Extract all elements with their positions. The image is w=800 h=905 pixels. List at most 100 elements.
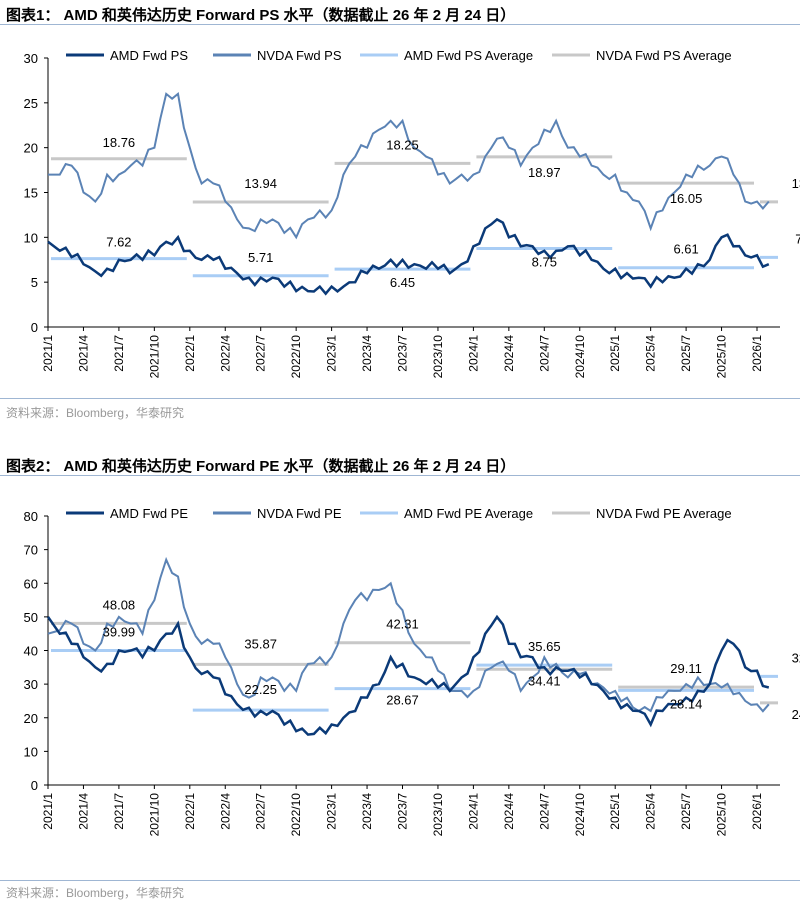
x-tick-label: 2025/1 [608, 793, 622, 830]
x-tick-label: 2026/1 [750, 793, 764, 830]
x-tick-label: 2021/10 [147, 793, 161, 837]
legend-label: AMD Fwd PE Average [404, 506, 533, 521]
x-tick-label: 2023/4 [360, 793, 374, 830]
y-tick-label: 50 [24, 610, 38, 625]
series-line-amd [47, 217, 770, 296]
series-line-amd [46, 614, 770, 736]
average-label: 42.31 [386, 617, 419, 632]
x-tick-label: 2021/4 [76, 793, 90, 830]
x-tick-label: 2021/1 [41, 793, 55, 830]
average-label: 28.14 [670, 696, 703, 711]
y-tick-label: 5 [31, 275, 38, 290]
figure1-title: 图表1： AMD 和英伟达历史 Forward PS 水平（数据截止 26 年 … [6, 7, 516, 24]
y-tick-label: 0 [31, 778, 38, 793]
ps-chart: 0 5 10 15 20 25 30 2021/1 2021/4 2021/7 2021/10 202… [24, 48, 800, 379]
x-tick-label: 2023/7 [396, 793, 410, 830]
y-tick-label: 10 [24, 744, 38, 759]
legend-label: NVDA Fwd PS [257, 48, 342, 63]
x-tick-label: 2026/1 [750, 335, 764, 372]
y-tick-label: 10 [24, 230, 38, 245]
x-tick-label: 2024/1 [466, 793, 480, 830]
average-label: 5.71 [248, 250, 273, 265]
x-tick-label: 2024/10 [573, 793, 587, 837]
x-tick-label: 2024/7 [537, 793, 551, 830]
y-tick-label: 60 [24, 576, 38, 591]
average-label: 13.94 [244, 176, 277, 191]
average-label: 29.11 [670, 661, 702, 676]
average-label: 13.96 [792, 176, 800, 191]
average-label: 34.41 [528, 673, 561, 688]
legend-label: AMD Fwd PS Average [404, 48, 533, 63]
x-tick-label: 2024/7 [537, 335, 551, 372]
legend-label: AMD Fwd PS [110, 48, 188, 63]
legend-label: NVDA Fwd PS Average [596, 48, 732, 63]
divider [0, 398, 800, 399]
average-label: 22.25 [244, 682, 277, 697]
x-tick-label: 2025/10 [715, 335, 729, 379]
x-tick-label: 2022/7 [254, 793, 268, 830]
average-label: 28.67 [386, 693, 419, 708]
y-tick-label: 15 [24, 186, 38, 201]
legend-label: AMD Fwd PE [110, 506, 188, 521]
x-tick-label: 2022/4 [218, 335, 232, 372]
y-tick-label: 70 [24, 543, 38, 558]
x-tick-label: 2023/1 [325, 793, 339, 830]
figure2-source: 资料来源：Bloomberg，华泰研究 [6, 886, 185, 900]
divider [0, 880, 800, 881]
average-label: 7.76 [795, 231, 800, 246]
x-tick-label: 2025/10 [715, 793, 729, 837]
x-tick-label: 2024/4 [502, 793, 516, 830]
x-tick-label: 2024/4 [502, 335, 516, 372]
x-tick-label: 2025/4 [644, 335, 658, 372]
y-tick-label: 30 [24, 51, 38, 66]
figure2-title: 图表2： AMD 和英伟达历史 Forward PE 水平（数据截止 26 年 … [6, 458, 516, 475]
x-tick-label: 2023/1 [325, 335, 339, 372]
x-tick-label: 2024/10 [573, 335, 587, 379]
x-tick-label: 2024/1 [466, 335, 480, 372]
average-label: 6.61 [673, 242, 698, 257]
y-tick-label: 20 [24, 141, 38, 156]
average-label: 16.05 [670, 191, 703, 206]
average-label: 8.75 [532, 255, 557, 270]
pe-chart: 0 10 20 30 40 50 60 70 80 2021/1 2021/4 2021/7 2021/… [24, 506, 800, 837]
y-tick-label: 20 [24, 711, 38, 726]
x-tick-label: 2023/4 [360, 335, 374, 372]
x-tick-label: 2021/1 [41, 335, 55, 372]
x-tick-label: 2025/4 [644, 793, 658, 830]
average-label: 35.65 [528, 639, 561, 654]
y-tick-label: 0 [31, 320, 38, 335]
divider [0, 24, 800, 25]
figure1-source: 资料来源：Bloomberg，华泰研究 [6, 406, 185, 420]
average-label: 39.99 [103, 625, 136, 640]
x-tick-label: 2022/1 [183, 335, 197, 372]
average-label: 24.43 [792, 707, 800, 722]
average-label: 48.08 [103, 597, 136, 612]
x-tick-label: 2023/10 [431, 793, 445, 837]
x-tick-label: 2021/7 [112, 335, 126, 372]
average-label: 35.87 [244, 636, 277, 651]
x-tick-label: 2023/10 [431, 335, 445, 379]
average-label: 18.76 [103, 135, 136, 150]
average-label: 6.45 [390, 275, 415, 290]
x-tick-label: 2025/7 [679, 335, 693, 372]
series-line-nvda [47, 556, 770, 713]
x-tick-label: 2022/7 [254, 335, 268, 372]
average-label: 18.97 [528, 165, 561, 180]
y-tick-label: 80 [24, 509, 38, 524]
legend-label: NVDA Fwd PE Average [596, 506, 732, 521]
y-tick-label: 30 [24, 677, 38, 692]
x-tick-label: 2025/1 [608, 335, 622, 372]
legend-label: NVDA Fwd PE [257, 506, 342, 521]
average-label: 32.32 [792, 650, 800, 665]
x-tick-label: 2021/7 [112, 793, 126, 830]
x-tick-label: 2021/4 [76, 335, 90, 372]
series-line-nvda [48, 92, 770, 240]
x-tick-label: 2022/10 [289, 335, 303, 379]
x-tick-label: 2023/7 [396, 335, 410, 372]
x-tick-label: 2021/10 [147, 335, 161, 379]
x-tick-label: 2025/7 [679, 793, 693, 830]
average-label: 7.62 [106, 235, 131, 250]
divider [0, 475, 800, 476]
y-tick-label: 25 [24, 96, 38, 111]
x-tick-label: 2022/10 [289, 793, 303, 837]
